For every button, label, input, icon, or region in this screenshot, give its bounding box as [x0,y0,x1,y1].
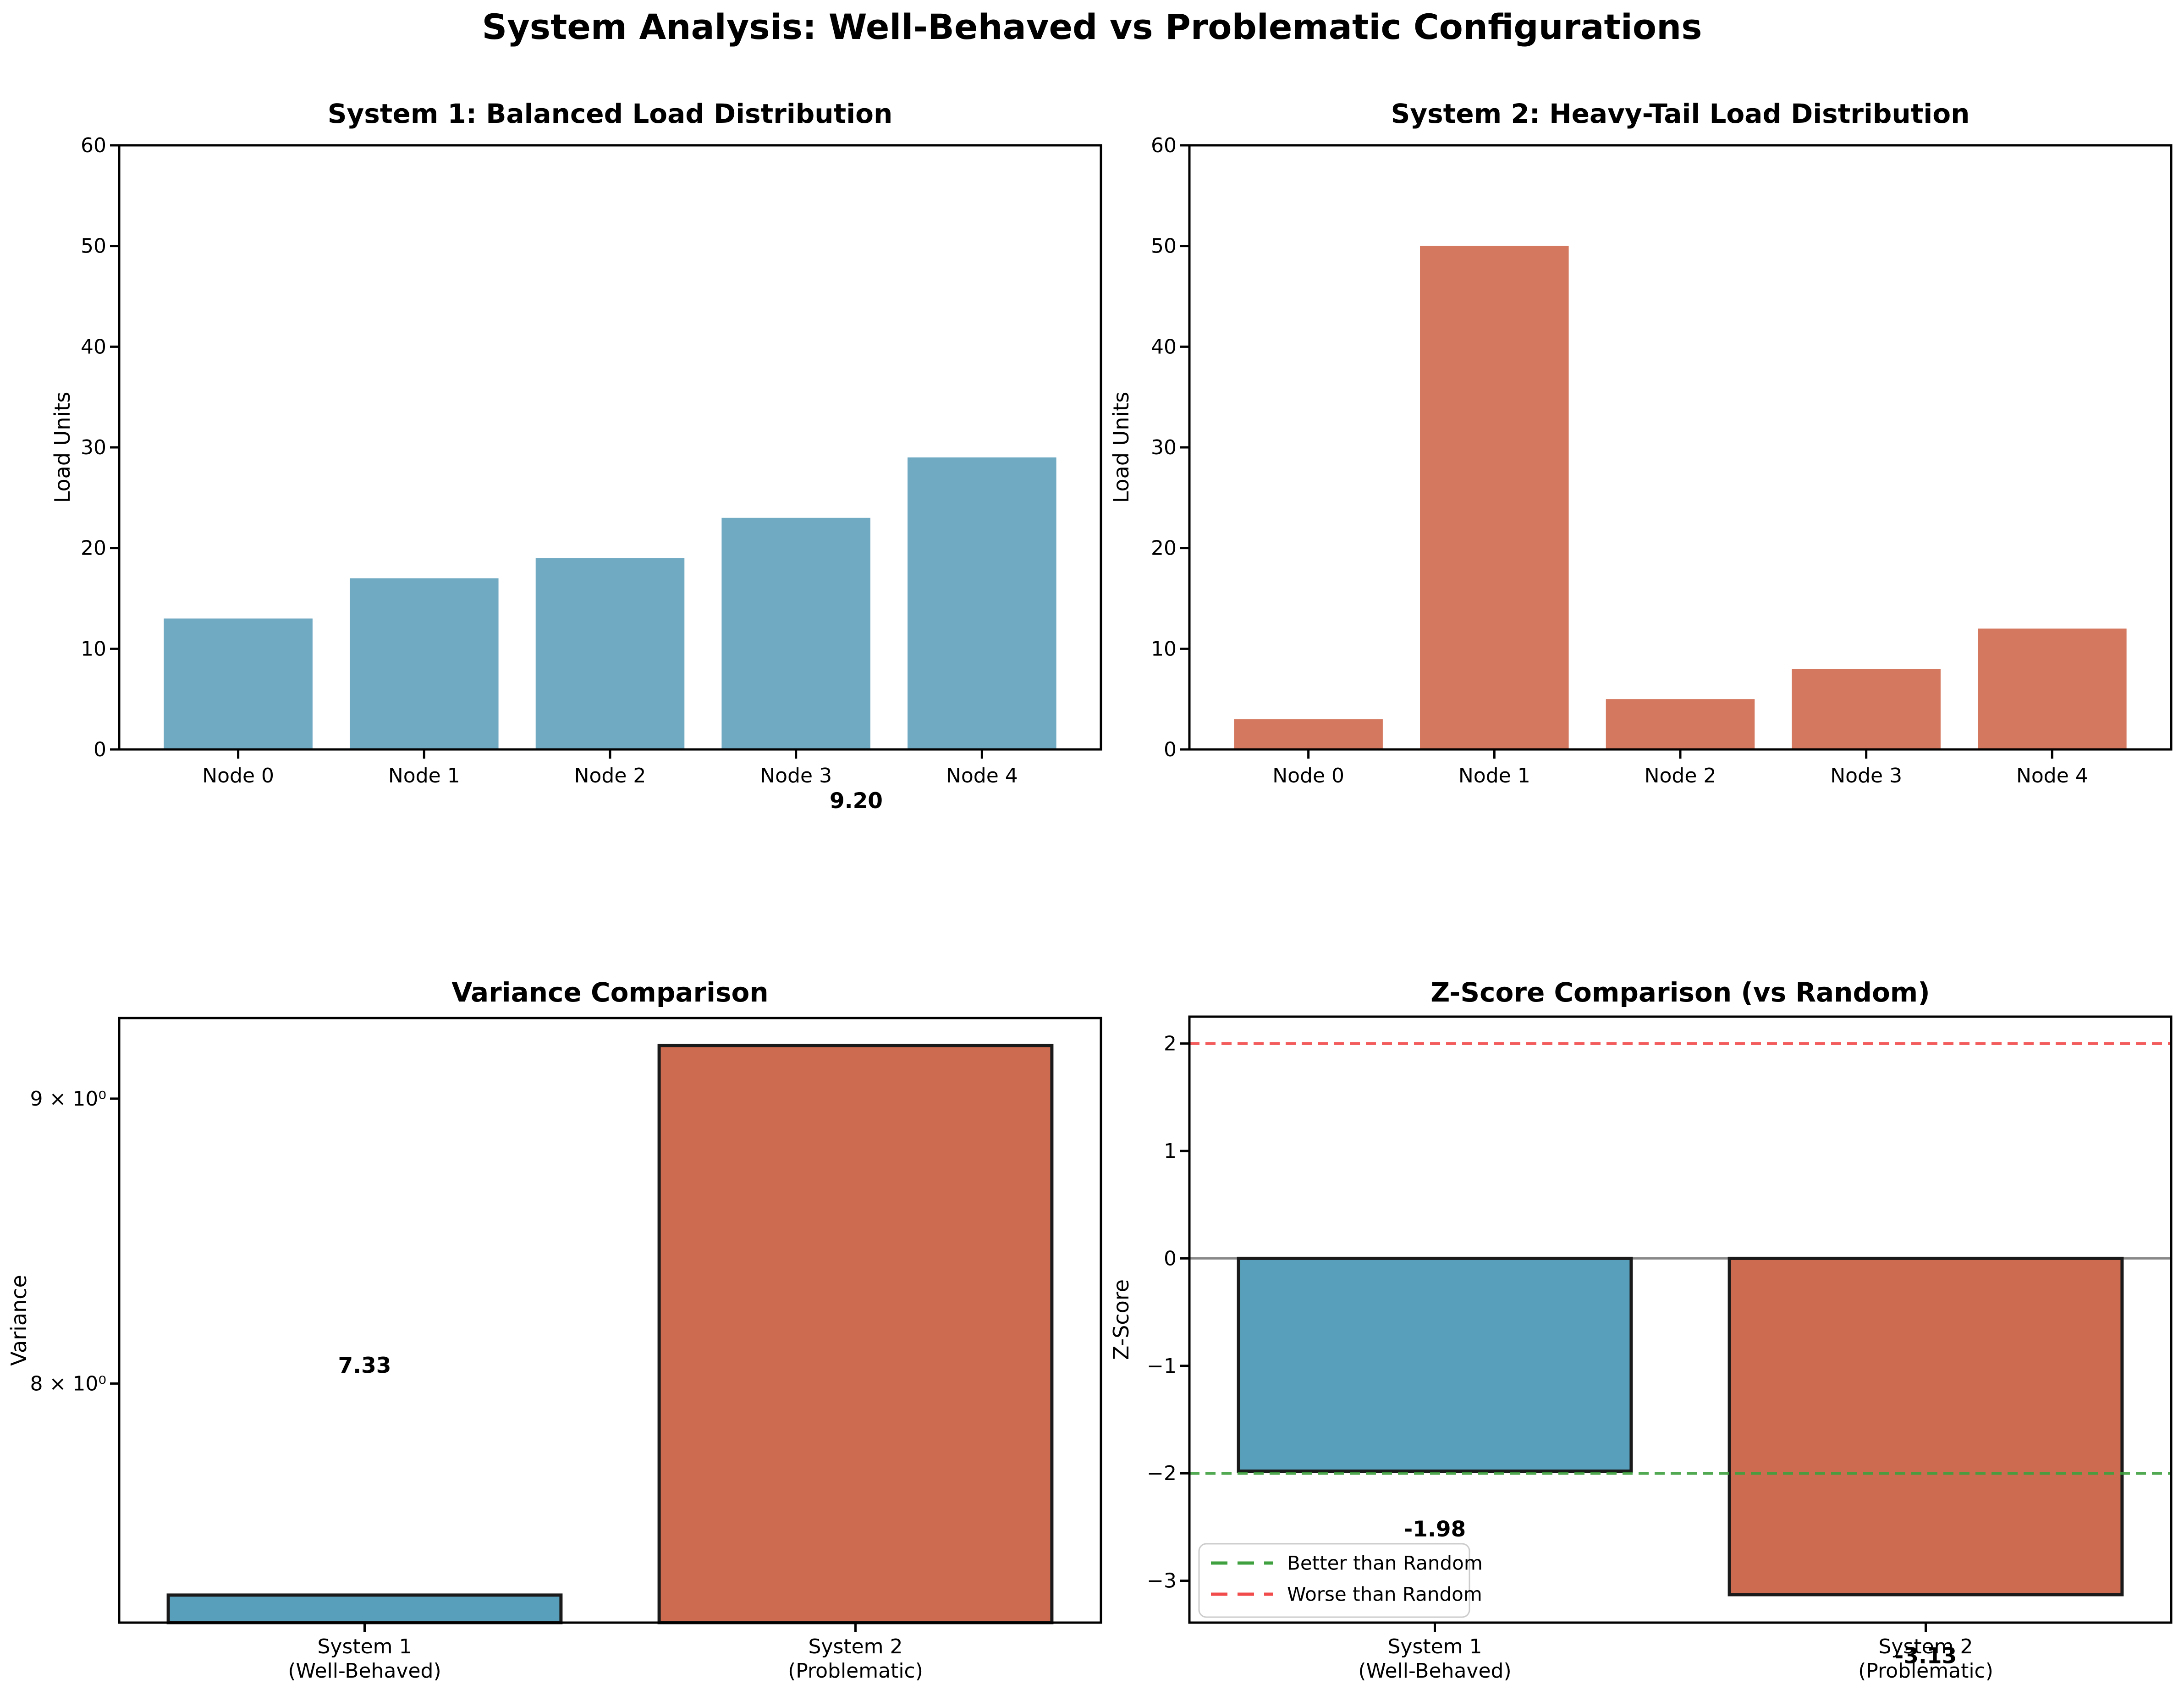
x-tick-label: Node 4 [946,764,1018,787]
chart-title-variance: Variance Comparison [451,977,768,1008]
y-axis-label-variance: Variance [6,1275,31,1366]
y-tick-label: 8 × 10⁰ [30,1372,106,1395]
y-tick-label: 50 [81,235,106,258]
bar-node-1 [1420,246,1569,749]
y-tick-label: 50 [1151,235,1177,258]
bar-value-annotation: 7.33 [338,1353,391,1378]
bar-value-annotation: -1.98 [1404,1517,1466,1542]
y-tick-label: 60 [1151,134,1177,157]
bar-node-1 [350,578,499,749]
axes-variance [118,1017,1102,1624]
bar-node-4 [908,457,1056,749]
x-tick-label: Node 3 [1830,764,1902,787]
x-tick-label: System 2 [808,1635,902,1658]
x-tick-label: Node 3 [760,764,832,787]
axes-zscore [1188,1015,2173,1624]
y-tick-label: 0 [1164,1247,1177,1270]
bar-node-2 [535,558,685,749]
y-tick-label: 20 [1151,537,1177,560]
y-tick-label: −1 [1147,1354,1177,1378]
chart-title-system2-load: System 2: Heavy-Tail Load Distribution [1391,98,1970,129]
y-tick-label: 20 [81,537,106,560]
y-tick-label: 30 [1151,436,1177,459]
x-tick-label: (Well-Behaved) [288,1659,441,1683]
y-tick-label: 1 [1164,1140,1177,1163]
chart-title-zscore: Z-Score Comparison (vs Random) [1430,977,1930,1008]
bar-node-0 [1234,719,1383,749]
x-tick-label: System 1 [1387,1635,1482,1658]
x-tick-label: Node 1 [1458,764,1530,787]
y-tick-label: 10 [1151,637,1177,661]
y-tick-label: 40 [1151,335,1177,358]
bar-node-3 [721,517,870,749]
y-axis-label-system1-load: Load Units [50,392,75,503]
y-tick-label: 9 × 10⁰ [30,1087,106,1111]
bar-system-2 [657,1044,1054,1624]
y-axis-label-zscore: Z-Score [1109,1279,1133,1360]
y-tick-label: 40 [81,335,106,358]
chart-title-system1-load: System 1: Balanced Load Distribution [328,98,893,129]
stray-value-annotation: 9.20 [830,788,883,814]
y-tick-label: 60 [81,134,106,157]
bar-node-0 [164,618,313,749]
x-tick-label: (Well-Behaved) [1358,1659,1511,1683]
y-tick-label: 10 [81,637,106,661]
x-tick-label: Node 2 [1645,764,1716,787]
y-tick-label: −2 [1147,1462,1177,1485]
x-tick-label: Node 4 [2016,764,2088,787]
x-tick-label: Node 0 [1272,764,1344,787]
x-tick-label: (Problematic) [1858,1659,1993,1683]
bar-node-2 [1606,699,1755,749]
y-tick-label: 2 [1164,1032,1177,1056]
x-tick-label: Node 1 [388,764,460,787]
y-tick-label: −3 [1147,1569,1177,1593]
bar-system-1 [1237,1256,1633,1473]
x-tick-label: System 1 [317,1635,412,1658]
legend-label: Worse than Random [1287,1583,1482,1605]
y-tick-label: 30 [81,436,106,459]
bar-node-3 [1792,669,1941,749]
x-tick-label: Node 2 [574,764,646,787]
x-tick-label: (Problematic) [788,1659,923,1683]
y-axis-label-system2-load: Load Units [1109,392,1133,503]
y-tick-label: 0 [94,738,106,761]
bar-system-1 [166,1593,563,1624]
x-tick-label: Node 0 [202,764,274,787]
legend-label: Better than Random [1287,1552,1483,1574]
x-tick-label: System 2 [1878,1635,1973,1658]
bar-system-2 [1727,1256,2124,1596]
bar-value-annotation: -3.13 [1895,1644,1957,1669]
figure-suptitle: System Analysis: Well-Behaved vs Problem… [482,6,1702,47]
y-tick-label: 0 [1164,738,1177,761]
bar-node-4 [1978,628,2127,749]
